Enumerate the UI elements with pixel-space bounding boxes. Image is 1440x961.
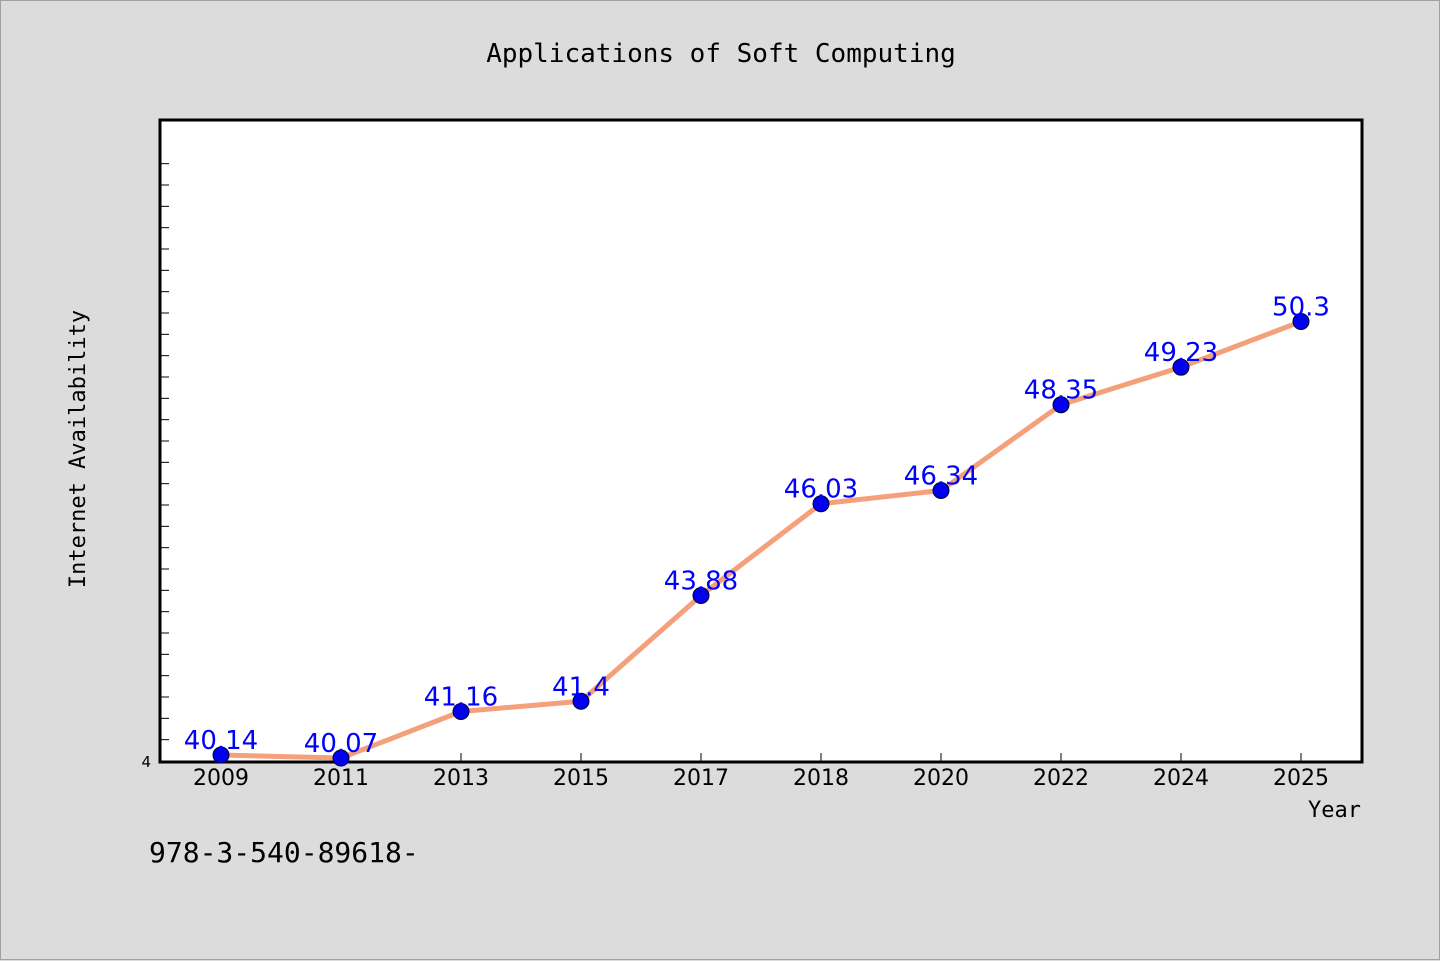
x-tick-label: 2025 bbox=[1273, 766, 1329, 791]
data-point bbox=[812, 495, 830, 513]
x-tick-label: 2024 bbox=[1153, 766, 1209, 791]
x-tick-label: 2018 bbox=[793, 766, 849, 791]
data-point bbox=[572, 692, 590, 710]
data-point bbox=[1052, 396, 1070, 414]
series-group bbox=[212, 313, 1310, 767]
data-label: 48.35 bbox=[1024, 376, 1098, 406]
x-tick-label: 2013 bbox=[433, 766, 489, 791]
plot-area bbox=[158, 118, 1364, 764]
x-axis-label: Year bbox=[1308, 798, 1361, 823]
data-label: 41.16 bbox=[424, 683, 498, 713]
data-point bbox=[1172, 358, 1190, 376]
data-point bbox=[332, 749, 350, 767]
x-tick-label: 2017 bbox=[673, 766, 729, 791]
data-label: 46.03 bbox=[784, 475, 858, 505]
data-label: 49.23 bbox=[1144, 338, 1218, 368]
x-axis-ticks: 2009 2011 2013 2015 2017 2018 2020 2022 2024 2025 bbox=[193, 753, 1329, 791]
data-point bbox=[452, 703, 470, 721]
footer-text: 978-3-540-89618- bbox=[149, 836, 419, 869]
y-axis-ticks: 4 bbox=[141, 163, 169, 771]
data-labels: 40.14 40.07 41.16 41.4 43.88 46.03 46.34 48.35 4… bbox=[184, 293, 1330, 759]
series-line bbox=[218, 319, 1304, 761]
data-label: 40.07 bbox=[304, 729, 378, 759]
data-point bbox=[932, 481, 950, 499]
data-label: 50.3 bbox=[1272, 293, 1330, 323]
x-tick-label: 2015 bbox=[553, 766, 609, 791]
data-point bbox=[212, 746, 230, 764]
data-label: 43.88 bbox=[664, 566, 738, 596]
chart-title: Applications of Soft Computing bbox=[486, 39, 956, 69]
x-tick-label: 2020 bbox=[913, 766, 969, 791]
data-point bbox=[1292, 313, 1310, 331]
x-tick-label: 2022 bbox=[1033, 766, 1089, 791]
x-tick-label: 2011 bbox=[313, 766, 369, 791]
data-label: 40.14 bbox=[184, 726, 258, 756]
data-point bbox=[692, 586, 710, 604]
x-tick-label: 2009 bbox=[193, 766, 249, 791]
data-label: 46.34 bbox=[904, 461, 978, 491]
y-tick-label: 4 bbox=[141, 753, 151, 771]
y-axis-label: Internet Availability bbox=[66, 310, 91, 588]
data-label: 41.4 bbox=[552, 672, 610, 702]
